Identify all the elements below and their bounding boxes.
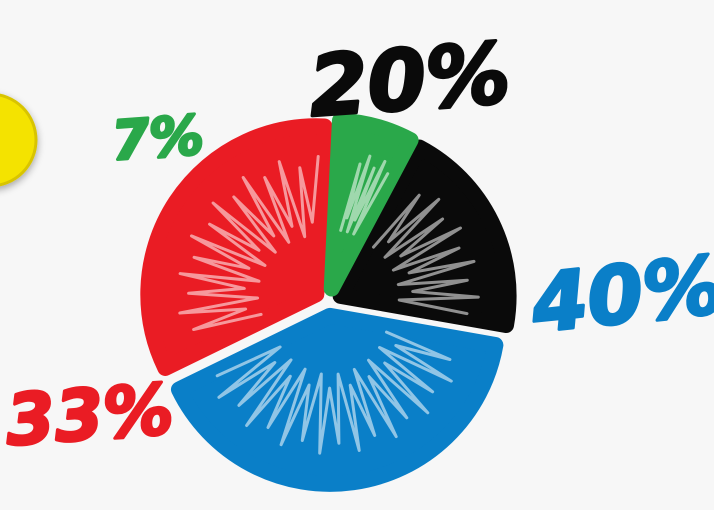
label-40-percent: 40%	[526, 238, 714, 351]
slice-33-percent-scribble	[178, 155, 320, 331]
yellow-circle-decoration	[0, 93, 38, 187]
pie-labels: 20%40% 33% 7%	[2, 23, 714, 464]
label-7-percent: 7%	[110, 104, 206, 173]
label-20-percent: 20%	[306, 24, 513, 136]
label-33-percent: 33%	[3, 368, 176, 462]
pie-slices	[140, 112, 517, 492]
slice-7-percent-scribble	[339, 154, 390, 236]
slice-40-percent-scribble	[215, 330, 453, 455]
slice-33-percent	[140, 118, 333, 376]
slice-20-percent-scribble	[372, 193, 480, 316]
